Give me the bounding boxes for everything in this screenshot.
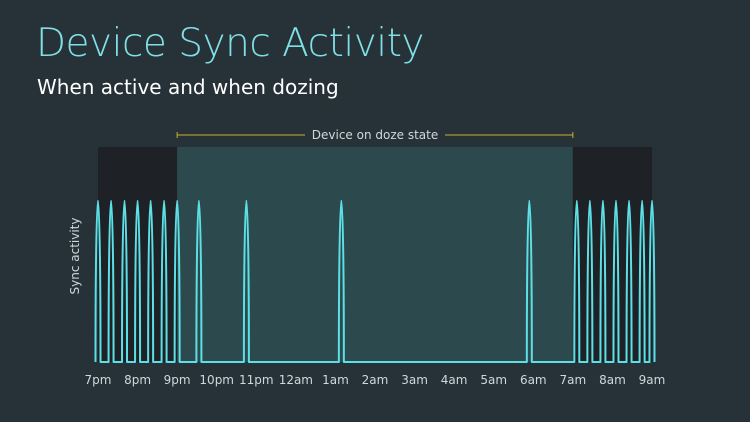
y-axis-label: Sync activity — [68, 218, 82, 295]
chart-title: Device Sync Activity — [36, 21, 425, 66]
doze-bracket: Device on doze state — [176, 128, 574, 142]
x-axis: 7pm 8pm 9pm 10pm 11pm 12am 1am 2am 3am 4am 5am 6am 7… — [85, 373, 666, 387]
sync-peak-9 — [340, 200, 343, 202]
sync-peak-4 — [149, 200, 152, 202]
x-tick-label-4am: 4am — [441, 373, 468, 387]
x-tick-label-11pm: 11pm — [239, 373, 274, 387]
x-tick-label-7am: 7am — [560, 373, 587, 387]
sync-activity-line — [94, 200, 656, 363]
x-tick-label-12am: 12am — [279, 373, 313, 387]
x-tick-label-7pm: 7pm — [85, 373, 112, 387]
series-layer — [94, 200, 656, 363]
sync-peak-5 — [163, 200, 165, 202]
x-tick-label-9am: 9am — [639, 373, 666, 387]
x-tick-label-8am: 8am — [599, 373, 626, 387]
chart-subtitle: When active and when dozing — [37, 75, 339, 99]
sync-peak-11 — [576, 200, 578, 202]
x-tick-label-1am: 1am — [322, 373, 349, 387]
sync-peak-13 — [602, 200, 604, 202]
sync-peak-1 — [110, 200, 112, 202]
active-band-evening — [98, 147, 178, 362]
sync-peak-16 — [641, 200, 643, 202]
doze-region-label: Device on doze state — [312, 128, 438, 142]
sync-peak-2 — [123, 200, 126, 202]
sync-peak-10 — [528, 200, 531, 202]
x-tick-label-2am: 2am — [362, 373, 389, 387]
sync-peak-0 — [97, 200, 99, 202]
sync-peak-3 — [136, 200, 139, 202]
sync-peak-15 — [628, 200, 630, 202]
x-tick-label-10pm: 10pm — [199, 373, 234, 387]
x-tick-label-8pm: 8pm — [124, 373, 151, 387]
x-tick-label-9pm: 9pm — [164, 373, 191, 387]
x-tick-label-5am: 5am — [480, 373, 507, 387]
sync-peak-14 — [615, 200, 617, 202]
sync-peak-17 — [651, 200, 653, 202]
x-tick-label-3am: 3am — [401, 373, 428, 387]
sync-peak-12 — [589, 200, 591, 202]
sync-peak-6 — [176, 200, 178, 202]
sync-peak-7 — [198, 200, 200, 202]
background-bands — [98, 147, 652, 362]
doze-band — [177, 147, 573, 362]
sync-peak-8 — [245, 200, 248, 202]
x-tick-label-6am: 6am — [520, 373, 547, 387]
